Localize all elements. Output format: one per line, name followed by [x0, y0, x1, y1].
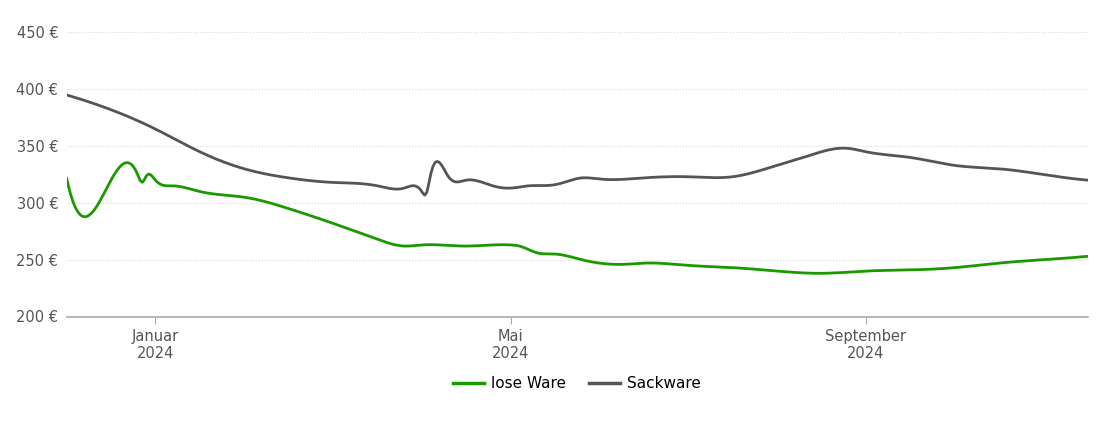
- Legend: lose Ware, Sackware: lose Ware, Sackware: [447, 370, 707, 398]
